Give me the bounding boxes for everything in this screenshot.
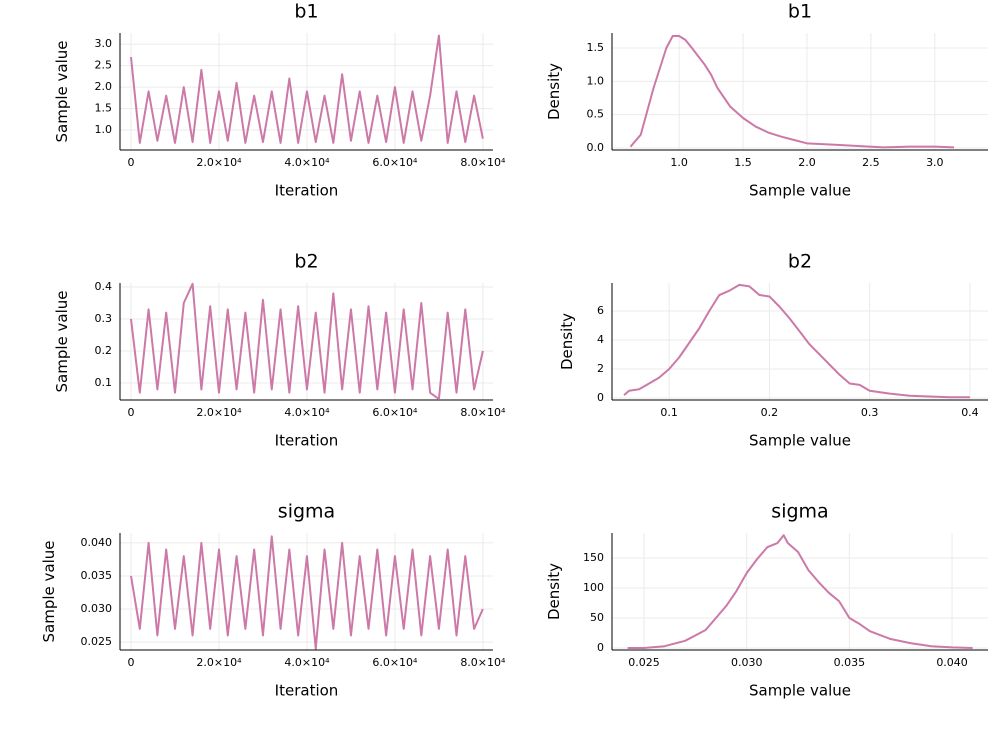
- y-tick-label: 0.025: [81, 635, 113, 648]
- y-axis-label: Density: [545, 63, 563, 120]
- series-line: [130, 535, 484, 650]
- x-tick-label: 0.3: [861, 406, 879, 419]
- x-axis-label: Iteration: [275, 682, 339, 700]
- x-tick-label: 0.040: [936, 656, 968, 669]
- y-tick-label: 4: [597, 333, 604, 346]
- x-tick-label: 0.1: [660, 406, 678, 419]
- x-axis-label: Iteration: [275, 182, 339, 200]
- y-tick-label: 0: [597, 391, 604, 404]
- x-tick-label: 8.0×10⁴: [460, 656, 506, 669]
- x-tick-label: 3.0: [926, 156, 944, 169]
- y-axis-label: Density: [545, 563, 563, 620]
- x-tick-label: 0.4: [961, 406, 979, 419]
- x-tick-label: 2.0×10⁴: [196, 156, 242, 169]
- x-tick-label: 6.0×10⁴: [372, 406, 418, 419]
- y-tick-label: 2.0: [95, 80, 113, 93]
- x-axis-label: Sample value: [749, 432, 851, 450]
- y-tick-label: 0.5: [587, 108, 605, 121]
- x-tick-label: 0.035: [834, 656, 866, 669]
- x-tick-label: 0: [127, 656, 134, 669]
- x-tick-label: 2.5: [862, 156, 880, 169]
- x-tick-label: 2.0×10⁴: [196, 406, 242, 419]
- x-tick-label: 0: [127, 406, 134, 419]
- y-tick-label: 1.0: [95, 123, 113, 136]
- x-axis-label: Sample value: [749, 682, 851, 700]
- x-tick-label: 6.0×10⁴: [372, 156, 418, 169]
- x-tick-label: 4.0×10⁴: [284, 156, 330, 169]
- y-tick-label: 50: [590, 611, 604, 624]
- series-line: [629, 35, 955, 149]
- chart-title: b2: [788, 251, 812, 273]
- x-tick-label: 4.0×10⁴: [284, 406, 330, 419]
- chart-title: sigma: [278, 501, 335, 523]
- y-tick-label: 0.1: [95, 376, 113, 389]
- chart-title: b2: [294, 251, 318, 273]
- x-tick-label: 2.0: [798, 156, 816, 169]
- y-tick-label: 0.2: [95, 344, 113, 357]
- y-tick-label: 0.3: [95, 312, 113, 325]
- y-tick-label: 6: [597, 304, 604, 317]
- y-tick-label: 0.4: [95, 280, 113, 293]
- y-tick-label: 0.035: [81, 569, 113, 582]
- chart-title: b1: [294, 1, 318, 23]
- x-tick-label: 0.030: [731, 656, 763, 669]
- series-line: [130, 34, 484, 144]
- y-axis-label: Density: [558, 313, 576, 370]
- y-tick-label: 1.5: [587, 41, 605, 54]
- y-axis-label: Sample value: [53, 41, 71, 143]
- x-tick-label: 0: [127, 156, 134, 169]
- y-tick-label: 0.030: [81, 602, 113, 615]
- x-tick-label: 1.0: [670, 156, 688, 169]
- series-line: [130, 282, 484, 401]
- y-tick-label: 0.0: [587, 141, 605, 154]
- x-tick-label: 2.0×10⁴: [196, 656, 242, 669]
- x-axis-label: Sample value: [749, 182, 851, 200]
- y-axis-label: Sample value: [53, 291, 71, 393]
- x-tick-label: 4.0×10⁴: [284, 656, 330, 669]
- x-tick-label: 0.2: [761, 406, 779, 419]
- y-tick-label: 1.5: [95, 102, 113, 115]
- x-tick-label: 0.025: [628, 656, 660, 669]
- y-tick-label: 2.5: [95, 59, 113, 72]
- y-tick-label: 2: [597, 362, 604, 375]
- chart-title: b1: [788, 1, 812, 23]
- x-tick-label: 8.0×10⁴: [460, 156, 506, 169]
- y-tick-label: 100: [583, 581, 604, 594]
- chart-title: sigma: [771, 501, 828, 523]
- x-tick-label: 6.0×10⁴: [372, 656, 418, 669]
- y-tick-label: 1.0: [587, 74, 605, 87]
- y-tick-label: 0: [597, 641, 604, 654]
- series-line: [623, 283, 970, 399]
- y-tick-label: 150: [583, 551, 604, 564]
- y-axis-label: Sample value: [40, 541, 58, 643]
- x-tick-label: 1.5: [734, 156, 752, 169]
- y-tick-label: 3.0: [95, 37, 113, 50]
- series-line: [627, 534, 973, 650]
- x-axis-label: Iteration: [275, 432, 339, 450]
- y-tick-label: 0.040: [81, 536, 113, 549]
- x-tick-label: 8.0×10⁴: [460, 406, 506, 419]
